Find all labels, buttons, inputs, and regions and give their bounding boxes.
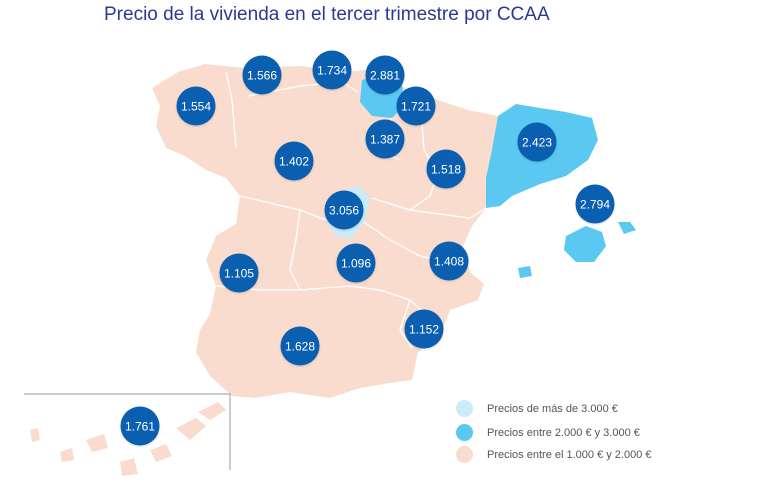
- bubble-navarra: 1.721: [396, 86, 436, 126]
- canarias-inset-frame: [24, 393, 231, 470]
- legend-label-high: Precios de más de 3.000 €: [487, 402, 618, 415]
- legend-label-low: Precios entre el 1.000 € y 2.000 €: [487, 448, 652, 461]
- bubble-galicia: 1.554: [176, 86, 216, 126]
- mallorca-shape: [564, 226, 606, 262]
- legend-swatch-mid: [456, 424, 473, 441]
- bubble-asturias: 1.566: [242, 55, 282, 95]
- bubble-murcia: 1.152: [404, 309, 444, 349]
- legend-item-low: Precios entre el 1.000 € y 2.000 €: [456, 446, 652, 463]
- bubble-andalucia: 1.628: [280, 326, 320, 366]
- bubble-baleares: 2.794: [575, 184, 615, 224]
- legend-item-high: Precios de más de 3.000 €: [456, 400, 618, 417]
- bubble-la-rioja: 1.387: [365, 119, 405, 159]
- bubble-pais-vasco: 2.881: [365, 55, 405, 95]
- legend-swatch-low: [456, 446, 473, 463]
- bubble-cataluna: 2.423: [517, 122, 557, 162]
- legend-swatch-high: [456, 400, 473, 417]
- bubble-aragon: 1.518: [426, 149, 466, 189]
- bubble-canarias: 1.761: [120, 406, 160, 446]
- bubble-valencia: 1.408: [429, 241, 469, 281]
- canarias-islands: [30, 402, 226, 476]
- bubble-extremadura: 1.105: [219, 253, 259, 293]
- bubble-cantabria: 1.734: [312, 50, 352, 90]
- bubble-castilla-leon: 1.402: [274, 141, 314, 181]
- bubble-castilla-la-mancha: 1.096: [336, 243, 376, 283]
- bubble-madrid: 3.056: [324, 190, 364, 230]
- legend-item-mid: Precios entre 2.000 € y 3.000 €: [456, 424, 640, 441]
- menorca-shape: [618, 222, 636, 234]
- map-title: Precio de la vivienda en el tercer trime…: [104, 4, 550, 25]
- ibiza-shape: [518, 266, 532, 278]
- legend-label-mid: Precios entre 2.000 € y 3.000 €: [487, 426, 640, 439]
